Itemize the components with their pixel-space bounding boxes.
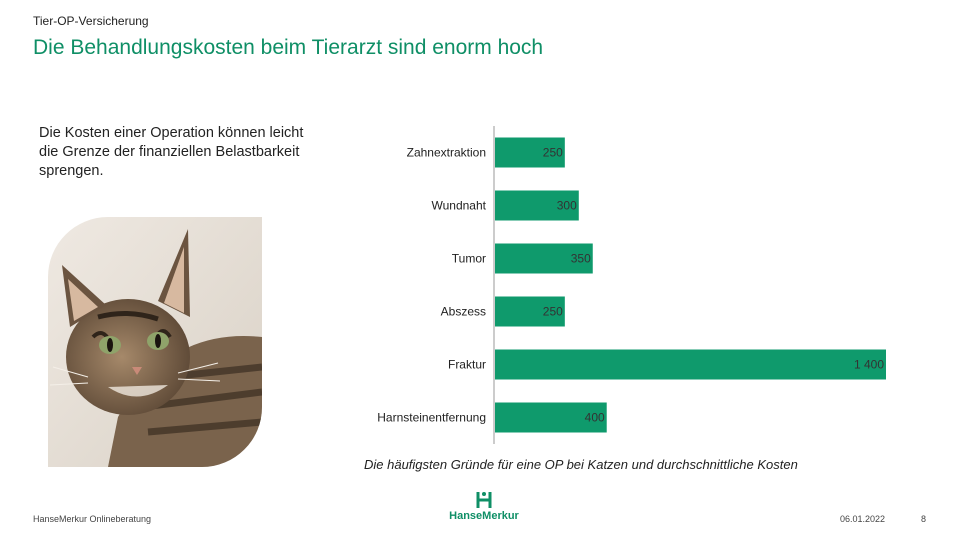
bar — [495, 137, 565, 168]
value-label: 250 — [543, 305, 563, 319]
category-label: Zahnextraktion — [407, 146, 486, 160]
bar — [495, 243, 593, 274]
cat-photo — [48, 217, 262, 467]
bar — [495, 349, 886, 380]
bar — [495, 190, 579, 221]
category-label: Abszess — [441, 305, 486, 319]
chart-caption: Die häufigsten Gründe für eine OP bei Ka… — [364, 457, 798, 472]
hansemerkur-logo: HanseMerkur — [444, 490, 524, 530]
value-label: 250 — [543, 146, 563, 160]
slide-title: Die Behandlungskosten beim Tierarzt sind… — [33, 36, 544, 59]
surgery-cost-bar-chart: Zahnextraktion 250 Wundnaht 300 Tumor 350 Absz… — [330, 120, 930, 450]
value-label: 350 — [571, 252, 591, 266]
value-label: 400 — [585, 411, 605, 425]
footer-date: 06.01.2022 — [840, 514, 886, 524]
category-label: Fraktur — [448, 358, 486, 372]
footer-source: HanseMerkur Onlineberatung — [33, 514, 152, 524]
category-label: Tumor — [452, 252, 486, 266]
bar — [495, 296, 565, 327]
slide-kicker: Tier-OP-Versicherung — [33, 14, 149, 28]
category-label: Harnsteinentfernung — [377, 411, 486, 425]
bar — [495, 402, 607, 433]
value-label: 300 — [557, 199, 577, 213]
page-number: 8 — [921, 514, 927, 524]
logo-text: HanseMerkur — [449, 510, 519, 522]
value-label: 1 400 — [854, 358, 884, 372]
intro-text: Die Kosten einer Operation können leicht… — [39, 125, 304, 179]
hansemerkur-logo-icon — [476, 492, 492, 508]
category-label: Wundnaht — [432, 199, 487, 213]
